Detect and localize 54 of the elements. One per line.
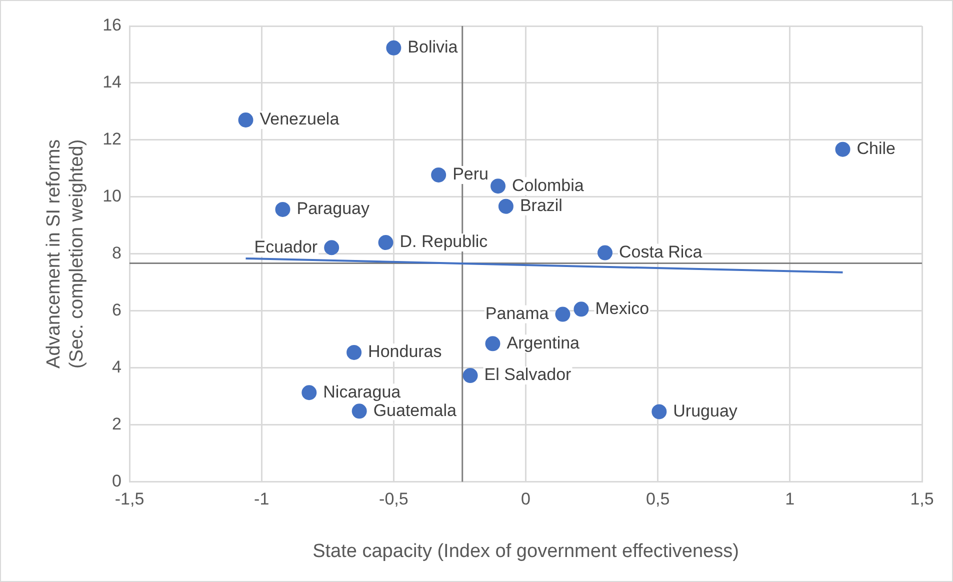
point <box>485 336 500 352</box>
y-tick-label: 16 <box>102 16 122 35</box>
annotation: Mexico <box>595 298 650 318</box>
annotation: El Salvador <box>484 365 572 384</box>
point <box>555 306 570 322</box>
annotation: Bolivia <box>408 38 458 57</box>
point <box>386 40 402 56</box>
y-axis-title: Advancement in SI reforms (Sec. completion weighted) <box>44 139 88 368</box>
x-tick-label: 0,5 <box>646 490 670 509</box>
y-tick-label: 0 <box>112 471 122 490</box>
point <box>352 404 367 419</box>
annotation: Guatemala <box>373 400 458 420</box>
annotation: Nicaragua <box>323 382 402 402</box>
point <box>302 385 317 400</box>
point <box>324 240 340 256</box>
y-tick-label: 14 <box>102 72 122 92</box>
x-tick-label: 1,5 <box>910 490 934 509</box>
x-tick-label: -1 <box>254 490 270 509</box>
point <box>378 235 394 250</box>
point <box>275 202 290 217</box>
point <box>490 178 506 194</box>
annotation: Brazil <box>520 196 562 216</box>
annotation: Costa Rica <box>619 242 703 262</box>
point <box>462 368 478 384</box>
annotation: Venezuela <box>260 110 340 129</box>
y-tick-label: 2 <box>112 414 122 434</box>
annotation: Panama <box>485 304 550 323</box>
annotation: Peru <box>452 164 488 184</box>
point <box>346 344 362 360</box>
y-tick-label: 10 <box>102 186 122 206</box>
point <box>598 245 613 260</box>
y-tick-label: 8 <box>112 244 122 263</box>
y-tick-label: 12 <box>102 130 122 149</box>
annotation: Colombia <box>512 176 584 195</box>
point <box>652 404 667 420</box>
annotation: Chile <box>856 139 896 158</box>
y-tick-label: 6 <box>112 300 122 320</box>
x-tick-label: -1,5 <box>114 490 144 509</box>
x-tick-label: 0 <box>521 490 530 509</box>
x-tick-label: -0,5 <box>379 490 408 509</box>
annotation: Ecuador <box>254 237 318 256</box>
point <box>431 167 446 182</box>
annotation: Uruguay <box>673 401 738 420</box>
annotation: D. Republic <box>400 232 488 252</box>
y-tick-label: 4 <box>112 358 122 377</box>
point <box>574 302 589 317</box>
x-tick-label: 1 <box>785 490 795 509</box>
point <box>498 198 514 214</box>
point <box>835 142 850 157</box>
annotation: Honduras <box>368 342 442 362</box>
annotation: Paraguay <box>296 199 370 218</box>
annotation: Argentina <box>506 333 580 352</box>
x-axis-title: State capacity (Index of government effectiveness) <box>312 540 739 562</box>
point <box>238 112 254 128</box>
